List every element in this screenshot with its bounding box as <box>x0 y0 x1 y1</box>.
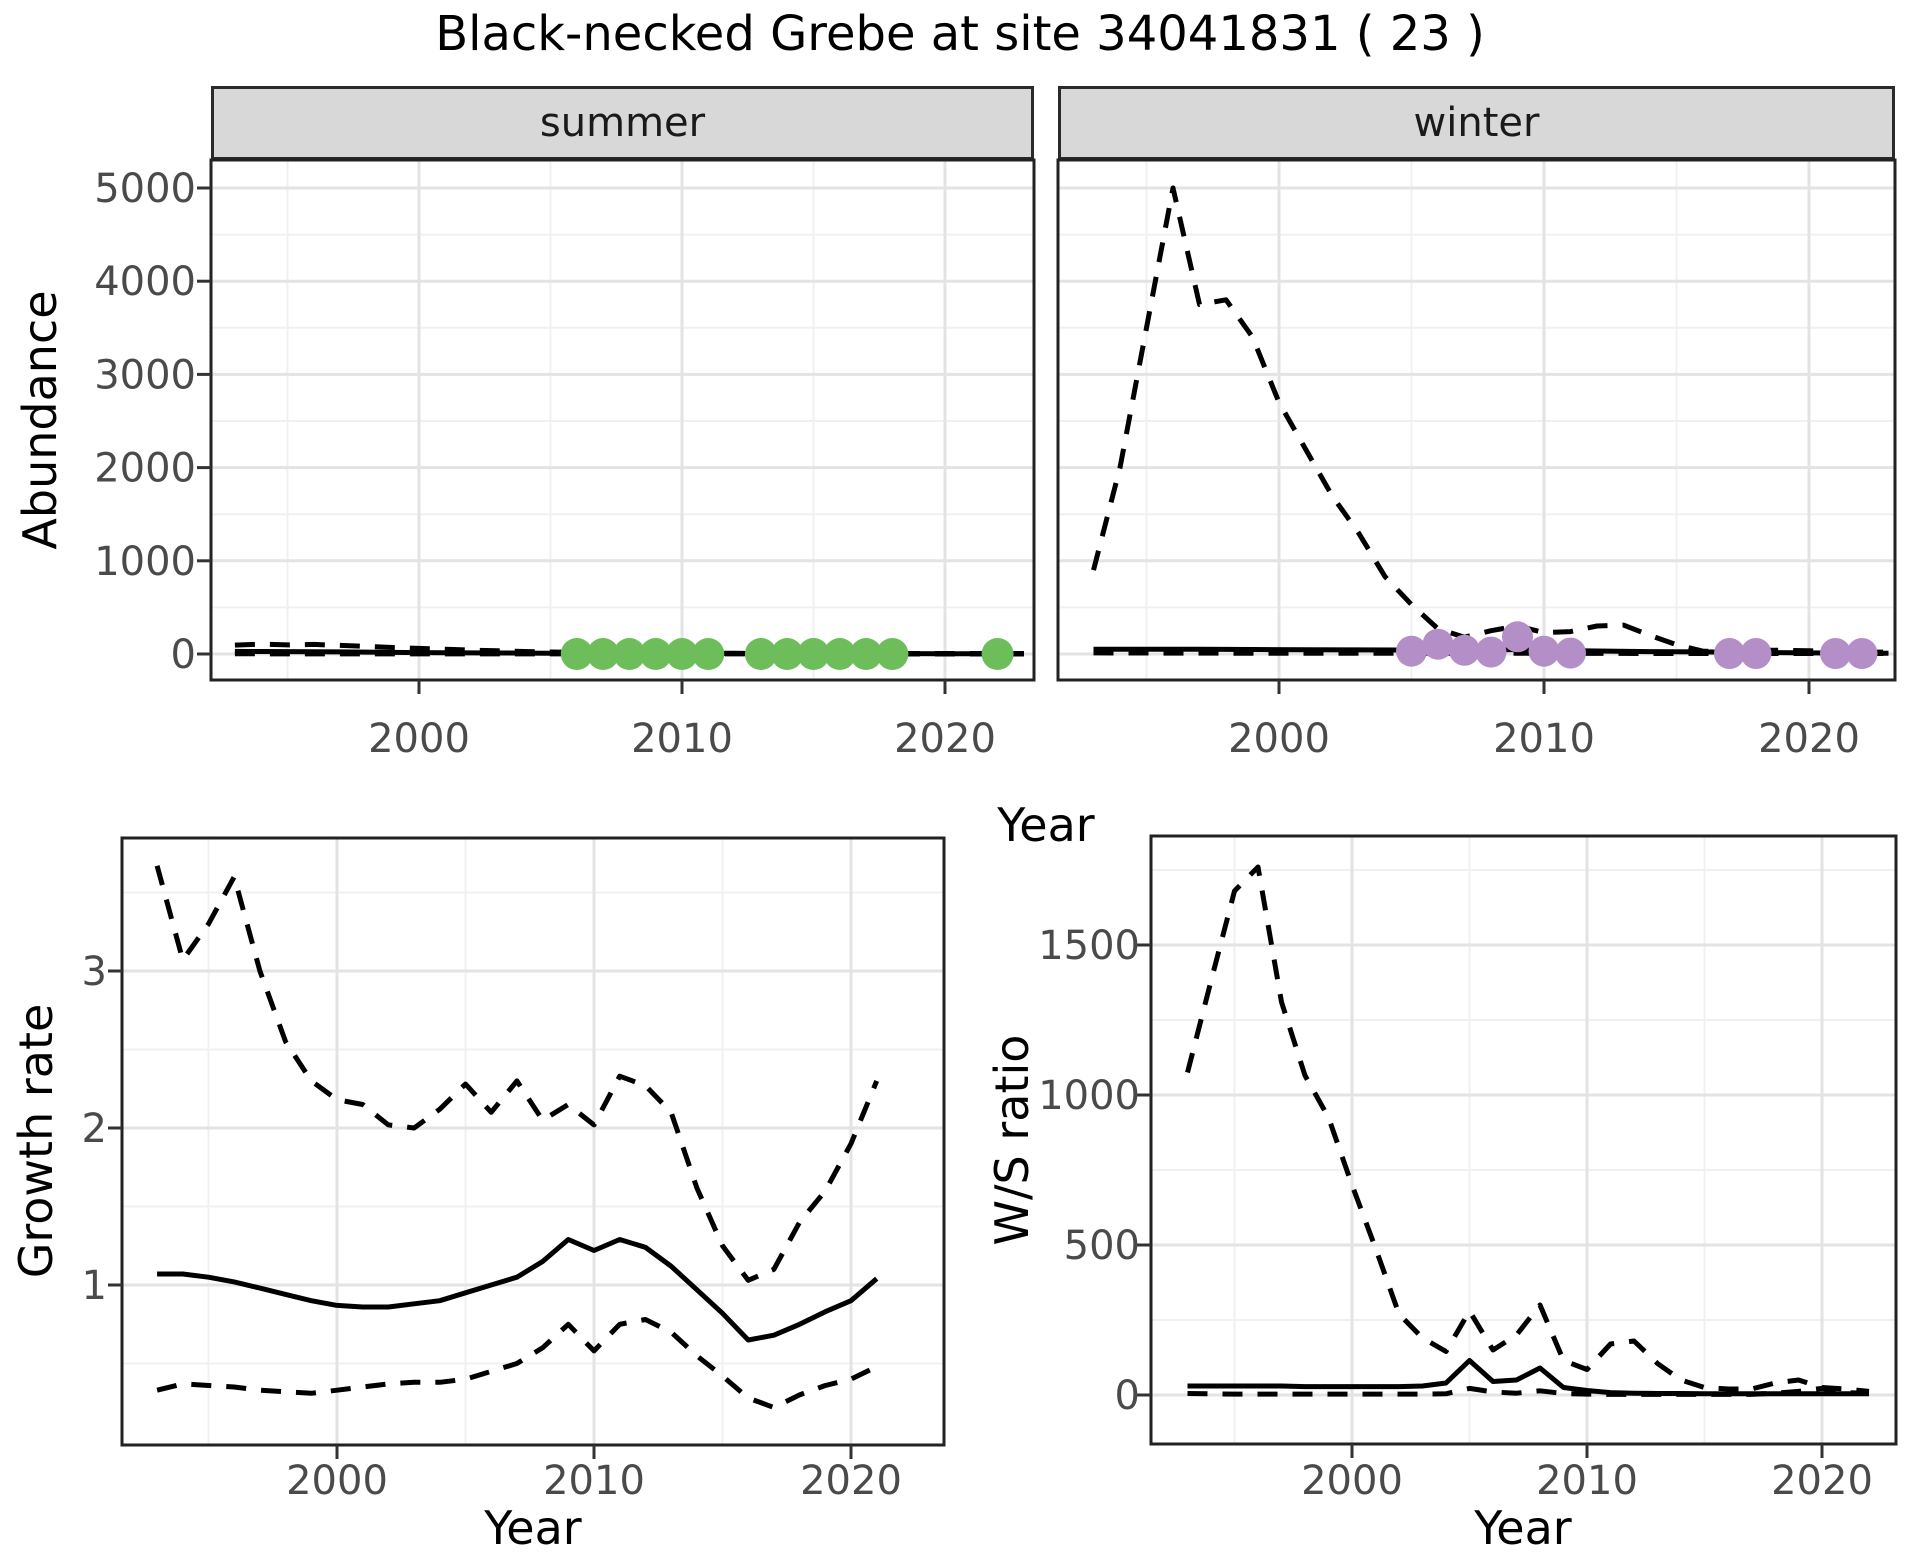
y-tick-label: 4000 <box>94 259 196 305</box>
observation-point <box>1475 636 1507 668</box>
growth_rate-upper_ci-line <box>154 865 880 1283</box>
panel-abundance_winter: 2000 2010 2020 <box>1056 158 1897 762</box>
observation-point <box>1846 638 1878 669</box>
facet-label-winter: winter <box>1413 100 1540 146</box>
abundance_summer-observations <box>560 638 1014 670</box>
y-tick-label: 1500 <box>1038 923 1140 969</box>
observation-point <box>1396 635 1427 667</box>
y-tick-label: 1000 <box>1038 1073 1140 1119</box>
observation-point <box>876 638 909 670</box>
y-tick-label: 1 <box>82 1263 107 1309</box>
observation-point <box>850 638 883 670</box>
observation-point <box>639 638 672 670</box>
panel-ws_ratio: 2000 2010 2020 0 500 1000 1500 <box>1038 834 1898 1504</box>
ws_ratio-median-line <box>1187 1358 1869 1397</box>
observation-point <box>771 638 804 670</box>
facet-label-summer: summer <box>539 100 706 146</box>
x-tick-label: 2020 <box>894 716 996 762</box>
panel-growth_rate: 2000 2010 2020 1 2 3 <box>82 836 946 1504</box>
ws_ratio-upper_ci-line <box>1185 864 1870 1394</box>
y-tick-label: 3000 <box>94 352 196 398</box>
x-tick-label: 2020 <box>800 1458 902 1504</box>
x-tick-label: 2000 <box>286 1458 388 1504</box>
panel-border <box>120 836 946 1447</box>
y-tick-label: 0 <box>1115 1373 1140 1419</box>
y-tick-label: 2000 <box>94 446 196 492</box>
observation-point <box>613 638 646 670</box>
y-tick-label: 2 <box>82 1106 107 1152</box>
observation-point <box>587 638 620 670</box>
panel-abundance_summer: 2000 2010 2020 0 1000 2000 3000 4000 5000 <box>94 158 1036 762</box>
x-tick-label: 2020 <box>1771 1458 1873 1504</box>
growth_rate-median-line <box>157 1237 879 1343</box>
observation-point <box>560 638 593 670</box>
abundance_winter-upper_ci-line <box>1091 185 1889 655</box>
x-axis-title-year-ws: Year <box>1474 1501 1572 1555</box>
observation-point <box>1740 638 1772 669</box>
observation-point <box>823 638 856 670</box>
x-tick-label: 2020 <box>1758 716 1860 762</box>
observation-point <box>1820 638 1851 669</box>
growth_rate-lower_ci-line <box>156 1317 878 1410</box>
facet-strip-winter: winter <box>1058 86 1895 160</box>
x-axis-title-year-growth: Year <box>484 1501 582 1555</box>
observation-point <box>1422 628 1454 660</box>
observation-point <box>797 638 830 670</box>
observation-point <box>1714 638 1745 669</box>
observation-point <box>1502 621 1533 653</box>
observation-point <box>1449 634 1480 666</box>
x-tick-label: 2010 <box>1536 1458 1638 1504</box>
x-axis-title-year-top: Year <box>997 798 1095 852</box>
panel-border <box>1149 834 1898 1446</box>
x-tick-label: 2010 <box>1493 716 1595 762</box>
y-tick-label: 0 <box>171 632 196 678</box>
y-tick-label: 500 <box>1064 1223 1140 1269</box>
observation-point <box>981 638 1014 670</box>
x-tick-label: 2000 <box>368 716 470 762</box>
observation-point <box>744 638 777 670</box>
y-tick-label: 3 <box>82 949 107 995</box>
y-tick-label: 1000 <box>94 539 196 585</box>
x-tick-label: 2000 <box>1228 716 1330 762</box>
observation-point <box>1528 635 1560 667</box>
observation-point <box>666 638 698 670</box>
facet-strip-summer: summer <box>211 86 1034 160</box>
panel-border <box>1056 158 1897 682</box>
x-tick-label: 2010 <box>543 1458 645 1504</box>
y-tick-label: 5000 <box>94 166 196 212</box>
observation-point <box>692 638 725 670</box>
abundance_winter-observations <box>1396 621 1878 669</box>
x-tick-label: 2010 <box>631 716 733 762</box>
figure-title: Black-necked Grebe at site 34041831 ( 23… <box>435 6 1485 62</box>
observation-point <box>1555 637 1586 669</box>
x-tick-label: 2000 <box>1301 1458 1403 1504</box>
panel-border <box>209 158 1036 682</box>
